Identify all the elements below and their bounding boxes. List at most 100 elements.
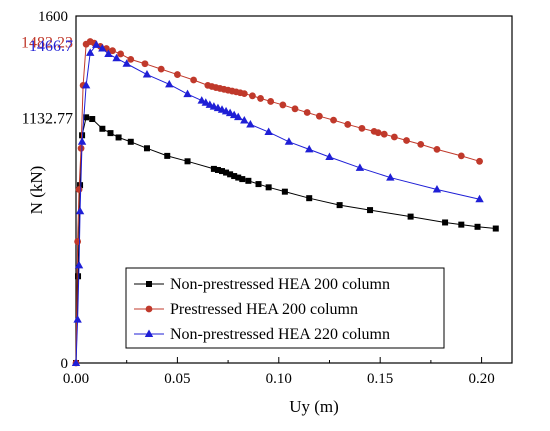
peak-value-label: 1482.23 [21,35,73,52]
x-tick-label: 0.10 [266,371,292,387]
data-point [142,70,152,78]
data-point [403,137,410,144]
data-point [315,112,323,120]
data-point [239,176,246,183]
data-point [284,137,294,145]
y-tick-label: 1600 [38,9,68,25]
data-point [279,101,287,109]
data-point [442,219,449,226]
data-point [255,181,262,188]
data-point [432,185,442,193]
data-point [227,171,234,178]
legend-marker [146,281,152,287]
data-point [197,96,206,104]
data-point [214,166,221,173]
data-point [306,195,313,202]
data-point [231,173,238,180]
series-3 [71,40,484,366]
data-point [115,134,122,141]
data-point [457,152,465,160]
x-axis-ticks: 0.00 0.05 0.10 0.15 0.20 [63,357,495,387]
data-point [141,60,149,68]
data-point [157,65,165,73]
data-point [219,168,226,175]
data-point [77,182,84,189]
data-point [75,273,82,280]
legend-box [125,267,445,349]
legend-label: Non-prestressed HEA 200 column [170,276,390,293]
legend-entry: Non-prestressed HEA 220 column [134,326,390,343]
data-point [83,114,90,121]
data-point [117,50,125,58]
legend: Non-prestressed HEA 200 column Prestresse… [125,267,445,349]
data-point [325,152,334,160]
data-point [417,140,425,148]
data-point [355,163,365,171]
data-point [122,59,131,67]
data-point [492,225,499,232]
x-tick-label: 0.00 [63,371,89,387]
data-point [73,315,82,323]
data-point [330,116,337,124]
data-point [265,184,272,191]
x-tick-label: 0.20 [468,371,494,387]
data-point [92,40,101,48]
data-point [344,121,352,128]
data-point [390,133,398,141]
data-point [474,223,481,230]
legend-marker [145,305,153,313]
data-point [281,188,288,195]
data-point [476,157,483,165]
data-point [249,92,256,100]
data-point [74,260,84,269]
data-point [98,44,107,52]
data-point [336,202,343,209]
data-point [374,129,382,137]
data-point [264,127,273,136]
data-point [240,116,249,124]
legend-label: Prestressed HEA 200 column [170,301,358,318]
data-point [380,130,388,138]
data-point [291,105,299,113]
data-point [475,194,484,203]
data-point [184,158,191,165]
data-point [246,119,255,128]
data-point [164,152,171,159]
series-layer [71,38,499,367]
data-point [127,55,135,63]
peak-value-label: 1466.7 [29,38,73,55]
data-point [458,221,465,228]
data-point [267,98,275,105]
data-point [183,89,192,98]
data-point [75,206,85,215]
data-point [358,124,366,132]
data-point [173,71,181,78]
data-point [104,49,113,57]
data-point [107,130,114,137]
data-point [386,173,395,181]
data-point [89,116,96,123]
data-point [99,125,106,132]
y-tick-label: 0 [61,356,69,372]
peak-value-label: 1132.77 [22,110,73,127]
data-point [71,358,81,366]
data-point [81,80,91,89]
data-point [201,98,210,106]
x-axis-title: Uy (m) [289,397,339,416]
y-axis-title: N (kN) [27,166,46,215]
data-point [223,169,230,176]
data-point [433,145,441,153]
data-point [210,165,217,172]
data-point [234,112,243,121]
data-point [143,145,150,152]
data-point [75,186,83,193]
legend-label: Non-prestressed HEA 220 column [170,326,390,343]
x-tick-label: 0.15 [367,371,393,387]
data-point [303,109,311,116]
data-point [85,48,95,56]
legend-entry: Prestressed HEA 200 column [134,301,358,318]
data-point [407,213,414,220]
data-point [245,177,252,184]
